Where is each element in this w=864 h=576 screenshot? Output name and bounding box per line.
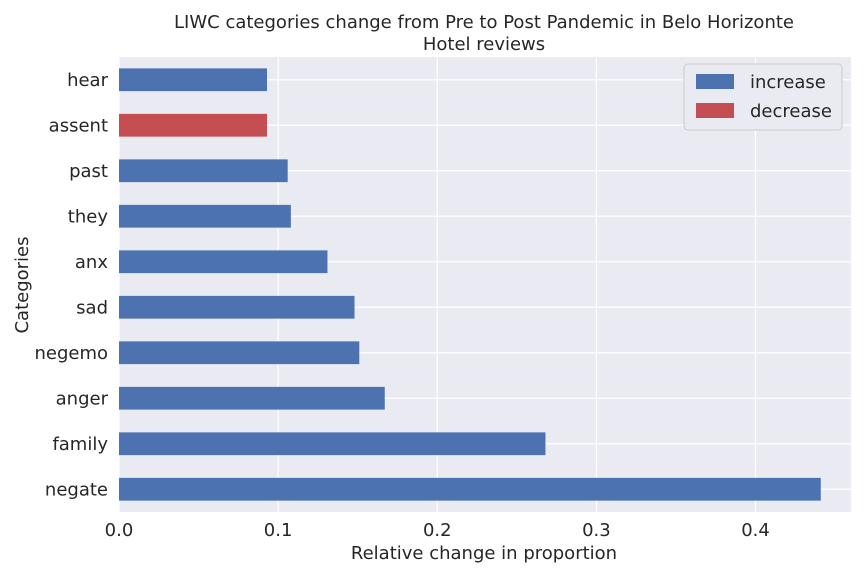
x-tick-label: 0.1 bbox=[264, 520, 293, 541]
x-axis-title: Relative change in proportion bbox=[351, 543, 617, 564]
bar-negate bbox=[119, 477, 821, 501]
bars bbox=[119, 68, 821, 501]
y-tick-label-family: family bbox=[52, 434, 108, 455]
y-tick-label-they: they bbox=[68, 206, 109, 227]
y-tick-label-negate: negate bbox=[45, 479, 108, 500]
y-tick-label-anx: anx bbox=[75, 252, 108, 273]
chart-title-line-1: LIWC categories change from Pre to Post … bbox=[174, 12, 794, 33]
legend-swatch-increase bbox=[696, 74, 734, 89]
y-tick-label-hear: hear bbox=[67, 70, 109, 91]
y-tick-labels: negate family anger negemo sad anx they past ass… bbox=[34, 70, 108, 501]
bar-anger bbox=[119, 386, 385, 410]
legend: increase decrease bbox=[683, 63, 843, 131]
y-tick-label-assent: assent bbox=[49, 115, 108, 136]
bar-past bbox=[119, 159, 288, 183]
bar-negemo bbox=[119, 341, 360, 365]
y-tick-label-past: past bbox=[69, 161, 108, 182]
legend-label-decrease: decrease bbox=[750, 101, 832, 122]
x-tick-label: 0.3 bbox=[582, 520, 611, 541]
chart-title-line-2: Hotel reviews bbox=[423, 34, 545, 55]
y-tick-label-negemo: negemo bbox=[34, 343, 108, 364]
x-tick-label: 0.0 bbox=[105, 520, 134, 541]
x-tick-label: 0.4 bbox=[741, 520, 770, 541]
x-tick-labels: 0.0 0.1 0.2 0.3 0.4 bbox=[105, 520, 770, 541]
bar-assent bbox=[119, 113, 267, 137]
y-tick-label-anger: anger bbox=[56, 388, 109, 409]
bar-they bbox=[119, 204, 291, 228]
bar-sad bbox=[119, 295, 355, 319]
y-tick-label-sad: sad bbox=[76, 297, 108, 318]
legend-swatch-decrease bbox=[696, 103, 734, 118]
bar-hear bbox=[119, 68, 267, 92]
bar-family bbox=[119, 432, 546, 456]
legend-label-increase: increase bbox=[750, 72, 826, 93]
y-axis-title: Categories bbox=[12, 236, 33, 333]
bar-anx bbox=[119, 250, 328, 274]
x-tick-label: 0.2 bbox=[423, 520, 452, 541]
